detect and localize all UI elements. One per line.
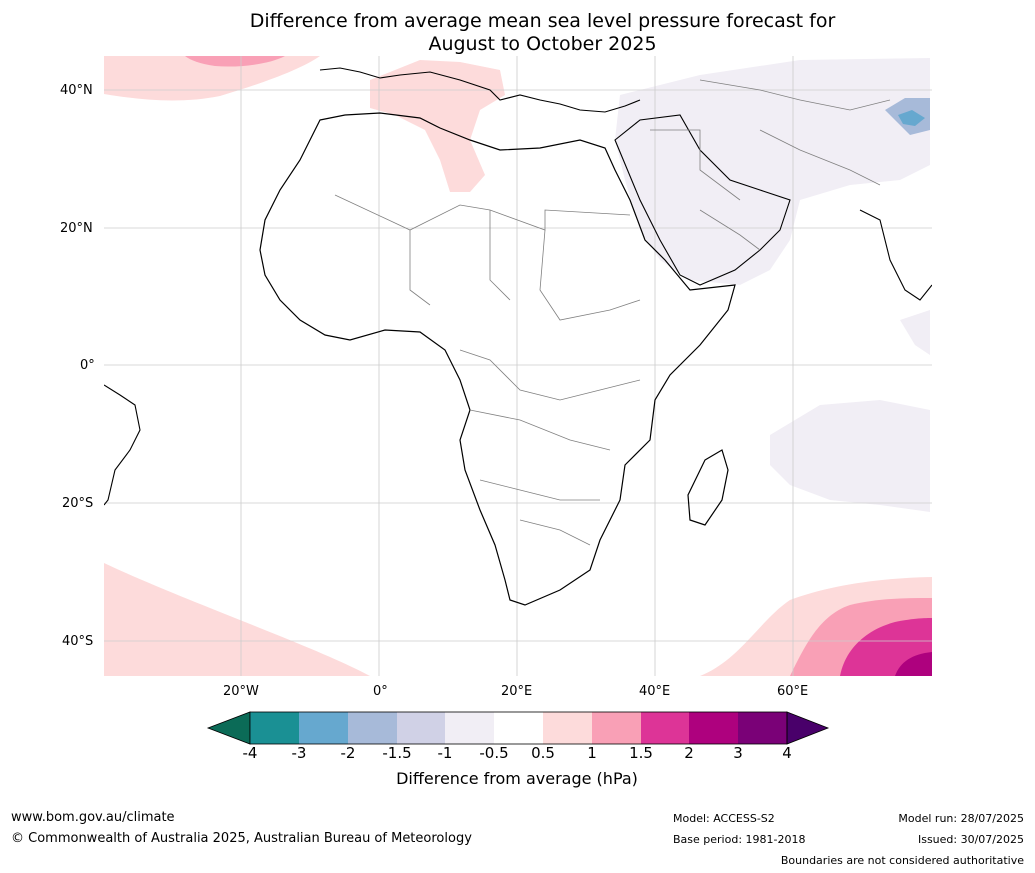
africa-coastline: [259, 112, 736, 606]
colorbar-tick: -1: [437, 744, 453, 762]
lon-label-0: 0°: [373, 684, 388, 699]
anomaly-positive-southern-core: [895, 652, 932, 676]
footer-model-run: Model run: 28/07/2025: [898, 812, 1024, 825]
colorbar: [206, 711, 830, 745]
colorbar-tick: 1.5: [629, 744, 653, 762]
arabia-coastline: [614, 114, 791, 286]
colorbar-bin-10: [738, 712, 787, 744]
colorbar-bin-0: [250, 712, 299, 744]
anomaly-positive-north-atlantic: [104, 56, 320, 101]
anomaly-negative-arabian-sea: [900, 310, 930, 355]
madagascar-coastline: [687, 449, 729, 526]
colorbar-under-triangle: [206, 711, 251, 745]
map-title: Difference from average mean sea level p…: [0, 10, 1035, 56]
anomaly-positive-mediterranean: [370, 60, 505, 192]
colorbar-over-triangle: [786, 711, 830, 745]
colorbar-tick: 2: [684, 744, 694, 762]
footer-site-link[interactable]: www.bom.gov.au/climate: [11, 810, 175, 825]
colorbar-tick: 0.5: [531, 744, 555, 762]
lon-label-20e: 20°E: [501, 684, 533, 699]
lat-label-40n: 40°N: [60, 83, 93, 98]
lon-label-20w: 20°W: [223, 684, 259, 699]
title-line-1: Difference from average mean sea level p…: [249, 10, 836, 32]
south-america-coastline: [104, 384, 141, 506]
colorbar-bin-8: [641, 712, 689, 744]
lat-label-40s: 40°S: [62, 634, 94, 649]
colorbar-tick: 4: [782, 744, 792, 762]
colorbar-bin-5: [494, 712, 543, 744]
colorbar-bin-3: [397, 712, 445, 744]
lat-label-20s: 20°S: [62, 496, 94, 511]
colorbar-tick: -2: [340, 744, 356, 762]
colorbar-bin-7: [592, 712, 641, 744]
footer-base-period: Base period: 1981-2018: [673, 833, 806, 846]
colorbar-tick: -3: [291, 744, 307, 762]
colorbar-tick: -1.5: [382, 744, 412, 762]
title-line-2: August to October 2025: [428, 33, 657, 55]
gridlines: [104, 56, 932, 676]
lon-label-60e: 60°E: [777, 684, 809, 699]
anomaly-positive-south-atlantic: [104, 563, 370, 676]
lat-label-20n: 20°N: [60, 221, 93, 236]
colorbar-bin-9: [689, 712, 738, 744]
lon-label-40e: 40°E: [639, 684, 671, 699]
colorbar-bin-4: [445, 712, 494, 744]
colorbar-tick: -0.5: [479, 744, 509, 762]
footer-copyright: © Commonwealth of Australia 2025, Austra…: [11, 831, 472, 846]
footer-issued: Issued: 30/07/2025: [917, 833, 1024, 846]
lat-label-0: 0°: [80, 358, 95, 373]
footer-disclaimer: Boundaries are not considered authoritat…: [780, 854, 1024, 867]
colorbar-tick: 1: [587, 744, 597, 762]
country-boundaries: [334, 79, 891, 546]
colorbar-title: Difference from average (hPa): [396, 769, 638, 788]
colorbar-bin-1: [299, 712, 348, 744]
footer-model: Model: ACCESS-S2: [673, 812, 775, 825]
india-coastline: [859, 209, 932, 301]
anomaly-negative-indian-ocean: [770, 400, 930, 512]
anomaly-positive-north-core: [185, 56, 285, 67]
anomaly-negative-tibet-core: [898, 110, 925, 126]
europe-coastline: [319, 67, 641, 113]
colorbar-bin-2: [348, 712, 397, 744]
colorbar-tick: 3: [733, 744, 743, 762]
colorbar-bin-6: [543, 712, 592, 744]
colorbar-tick: -4: [242, 744, 258, 762]
